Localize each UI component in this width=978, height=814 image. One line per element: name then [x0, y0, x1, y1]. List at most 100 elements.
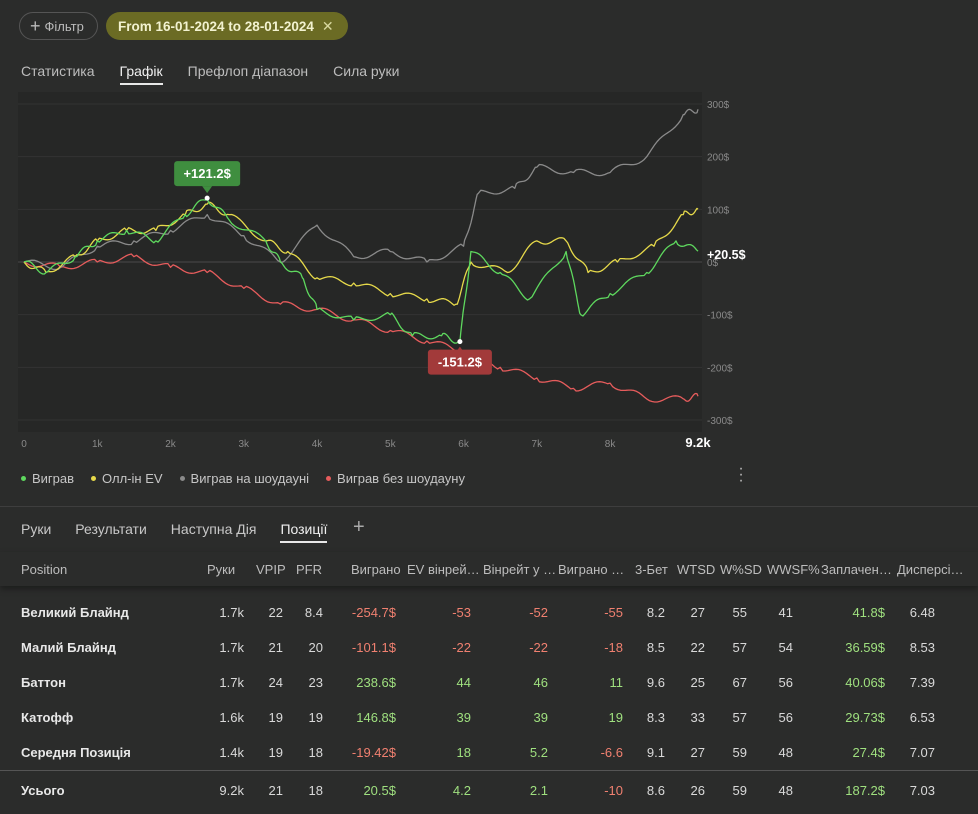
table-row[interactable]: Малий Блайнд 1.7k 21 20 -101.1$ -22 -22 -18 8.5 2… — [0, 629, 978, 664]
y-tick-label: -100$ — [707, 311, 733, 322]
table-row[interactable]: Катофф 1.6k 19 19 146.8$ 39 39 19 8.3 33 57 56 29.73… — [0, 699, 978, 734]
tab-hand-strength[interactable]: Сила руки — [333, 63, 400, 79]
bottom-tabs: Руки Результати Наступна Дія Позиції — [21, 521, 351, 543]
table-row[interactable]: Великий Блайнд 1.7k 22 8.4 -254.7$ -53 -52 -55 8… — [0, 594, 978, 629]
x-tick-label: 0 — [21, 439, 27, 450]
total-divider — [0, 770, 978, 771]
x-tick-label: 7k — [532, 439, 544, 450]
cell-wwsf: 56 — [778, 675, 793, 690]
cell-won2: -55 — [604, 605, 623, 620]
col-wtsd[interactable]: WTSD — [677, 562, 716, 577]
cell-bet3: 8.2 — [646, 605, 665, 620]
cell-won2: -6.6 — [600, 745, 623, 760]
cell-wwsf: 56 — [778, 710, 793, 725]
cell-vpip: 22 — [268, 605, 283, 620]
cell-disp: 7.39 — [909, 675, 935, 690]
cell-wsd: 67 — [732, 675, 747, 690]
tab-graph[interactable]: Графік — [119, 63, 163, 85]
table-row[interactable]: Середня Позиція 1.4k 19 18 -19.42$ 18 5.2 -6.6 9… — [0, 734, 978, 769]
cell-disp: 8.53 — [909, 640, 935, 655]
tab-hands[interactable]: Руки — [21, 521, 52, 537]
tab-positions[interactable]: Позиції — [280, 521, 328, 543]
cell-ev: 44 — [456, 675, 471, 690]
col-wwsf[interactable]: WWSF% — [767, 562, 820, 577]
cell-hands: 9.2k — [219, 783, 244, 798]
cell-pfr: 19 — [308, 710, 323, 725]
table-total-row[interactable]: Усього 9.2k 21 18 20.5$ 4.2 2.1 -10 8.6 26 59 48 187… — [0, 772, 978, 807]
cell-bet3: 9.1 — [646, 745, 665, 760]
cell-vpip: 21 — [268, 783, 283, 798]
cell-wtsd: 22 — [690, 640, 705, 655]
col-winrate[interactable]: Вінрейт у … — [483, 562, 555, 577]
col-paid[interactable]: Заплачен… — [821, 562, 892, 577]
cell-pfr: 8.4 — [304, 605, 323, 620]
table-header: Position Руки VPIP PFR Виграно EV вінрей… — [0, 552, 978, 586]
col-won-2[interactable]: Виграно … — [558, 562, 625, 577]
legend-item-won[interactable]: Виграв — [21, 471, 74, 486]
cell-paid: 41.8$ — [852, 605, 885, 620]
peak-marker — [204, 195, 210, 201]
cell-vpip: 21 — [268, 640, 283, 655]
legend-item-non-showdown[interactable]: Виграв без шоудауну — [326, 471, 465, 486]
date-filter-chip[interactable]: From 16-01-2024 to 28-01-2024 ✕ — [106, 12, 348, 40]
cell-pos: Малий Блайнд — [21, 640, 116, 655]
x-tick-label: 6k — [458, 439, 470, 450]
cell-hands: 1.7k — [219, 675, 244, 690]
cell-bet3: 8.3 — [646, 710, 665, 725]
cell-hands: 1.7k — [219, 605, 244, 620]
peak-label: +121.2$ — [183, 166, 231, 181]
cell-wtsd: 33 — [690, 710, 705, 725]
col-dispersion[interactable]: Дисперсі… — [897, 562, 963, 577]
cell-ev: -53 — [452, 605, 471, 620]
tab-statistics[interactable]: Статистика — [21, 63, 95, 79]
col-ev-winrate[interactable]: EV вінрей… — [407, 562, 479, 577]
cell-wr: -22 — [529, 640, 548, 655]
chart-legend: Виграв Олл-ін EV Виграв на шоудауні Вигр… — [21, 471, 482, 486]
cell-wwsf: 54 — [778, 640, 793, 655]
cell-won: -19.42$ — [351, 745, 396, 760]
x-tick-label: 3k — [239, 439, 251, 450]
cell-wtsd: 27 — [690, 745, 705, 760]
cell-bet3: 8.6 — [646, 783, 665, 798]
add-tab-icon[interactable]: + — [353, 516, 365, 538]
x-tick-label: 4k — [312, 439, 324, 450]
legend-dot — [179, 476, 185, 481]
more-options-icon[interactable]: · · · — [738, 460, 744, 489]
filter-button[interactable]: + Фільтр — [19, 12, 98, 40]
col-3bet[interactable]: 3-Бет — [635, 562, 668, 577]
legend-item-allin-ev[interactable]: Олл-ін EV — [91, 471, 163, 486]
cell-hands: 1.7k — [219, 640, 244, 655]
cell-pfr: 18 — [308, 783, 323, 798]
tab-results[interactable]: Результати — [75, 521, 147, 537]
cell-pos: Великий Блайнд — [21, 605, 129, 620]
x-tick-label: 9.2k — [685, 435, 711, 450]
cell-pos: Баттон — [21, 675, 66, 690]
cell-hands: 1.6k — [219, 710, 244, 725]
tab-next-action[interactable]: Наступна Дія — [170, 521, 257, 537]
x-tick-label: 2k — [165, 439, 177, 450]
tab-preflop-range[interactable]: Префлоп діапазон — [187, 63, 309, 79]
cell-vpip: 19 — [268, 710, 283, 725]
col-position[interactable]: Position — [21, 562, 68, 577]
cell-won2: 19 — [608, 710, 623, 725]
col-vpip[interactable]: VPIP — [256, 562, 286, 577]
y-tick-label: -300$ — [707, 416, 733, 427]
cell-won: 146.8$ — [356, 710, 396, 725]
cell-ev: 4.2 — [452, 783, 471, 798]
col-pfr[interactable]: PFR — [296, 562, 322, 577]
trough-label: -151.2$ — [438, 355, 483, 370]
cell-wr: -52 — [529, 605, 548, 620]
legend-item-showdown[interactable]: Виграв на шоудауні — [179, 471, 309, 486]
cell-won: -254.7$ — [351, 605, 396, 620]
table-row[interactable]: Баттон 1.7k 24 23 238.6$ 44 46 11 9.6 25 67 56 40.06… — [0, 664, 978, 699]
col-wsd[interactable]: W%SD — [720, 562, 762, 577]
peak-label-bg — [174, 161, 241, 187]
cell-wr: 5.2 — [529, 745, 548, 760]
top-tabs: Статистика Графік Префлоп діапазон Сила … — [21, 63, 425, 85]
close-icon[interactable]: ✕ — [321, 17, 334, 34]
col-hands[interactable]: Руки — [207, 562, 236, 577]
x-tick-label: 1k — [92, 439, 104, 450]
col-won[interactable]: Виграно — [351, 562, 401, 577]
end-value-label: +20.5$ — [707, 248, 746, 262]
legend-dot — [91, 476, 97, 481]
